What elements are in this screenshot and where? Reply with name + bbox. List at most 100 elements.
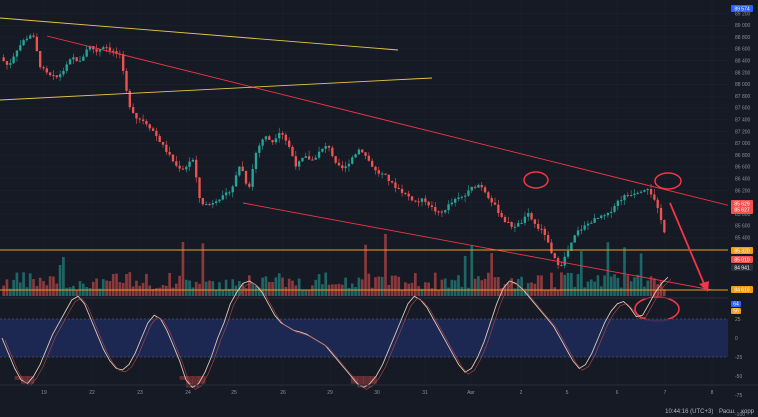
date-label: 2 (520, 390, 523, 396)
candle-body (297, 161, 301, 167)
oversold-fill-slice (179, 376, 187, 380)
highlight-ellipse-oscillator[interactable] (634, 296, 680, 322)
price-label: 88 600 (735, 47, 751, 53)
candle-body (88, 46, 92, 50)
price-label: 86 400 (735, 177, 751, 183)
svg-text:84 941: 84 941 (734, 266, 750, 272)
volume-bar (294, 285, 298, 296)
descending-trendline-upper[interactable] (46, 35, 736, 208)
volume-bar (400, 289, 404, 296)
candle-body (613, 206, 616, 212)
candle-body (12, 56, 15, 64)
arrow-head-icon (699, 281, 709, 292)
volume-bar (85, 287, 88, 296)
volume-bar (62, 256, 65, 296)
candle-body (483, 187, 487, 193)
price-tag-level-2: 85 010 (731, 256, 753, 264)
candle-body (380, 173, 384, 175)
candle-body (151, 128, 155, 131)
log-scale-toggle[interactable]: корр (741, 409, 754, 415)
candle-body (25, 38, 29, 41)
volume-bar (414, 272, 417, 296)
candle-body (633, 193, 636, 196)
candle-body (347, 163, 351, 167)
volume-bar (616, 278, 620, 296)
candle-body (387, 174, 390, 182)
date-label: 7 (664, 390, 667, 396)
price-tag-bottom: 84 616 (731, 286, 753, 294)
descending-trendline-lower[interactable] (242, 202, 713, 291)
candle-body (546, 234, 550, 243)
candle-body (417, 201, 420, 203)
volume-bar (45, 285, 49, 296)
candle-body (507, 221, 510, 223)
volume-bar (25, 287, 29, 296)
volume-bar (128, 272, 132, 296)
candle-body (649, 189, 653, 195)
candle-body (327, 146, 331, 148)
highlight-ellipse-first-touch[interactable] (523, 171, 549, 189)
candle-body (268, 136, 271, 140)
candle-body (636, 192, 639, 194)
volume-bar (609, 276, 613, 296)
volume-bar (18, 282, 22, 296)
candle-body (15, 50, 19, 57)
yellow-trendline-lower[interactable] (0, 77, 433, 101)
volume-bar (28, 273, 32, 296)
oscillator-tag-2: 56 (731, 308, 741, 315)
candle-body (278, 133, 281, 139)
oversold-fill-slice (363, 376, 371, 388)
candle-body (341, 165, 344, 169)
volume-bar (453, 280, 457, 296)
candle-body (437, 211, 440, 213)
volume-bar (35, 285, 39, 296)
volume-bar (586, 281, 590, 296)
candle-body (115, 51, 118, 54)
volume-bar (78, 281, 82, 296)
volume-bar (224, 279, 228, 296)
candle-body (520, 222, 523, 224)
candle-body (22, 40, 25, 46)
candle-body (371, 160, 374, 167)
candle-body (590, 222, 593, 224)
volume-bar (301, 289, 304, 296)
candle-body (354, 154, 357, 158)
candle-body (9, 63, 12, 65)
candle-body (78, 60, 82, 62)
volume-bar (663, 289, 666, 296)
date-label: 8 (711, 390, 714, 396)
volume-bar (22, 272, 25, 296)
volume-bar (430, 288, 434, 296)
volume-bar (450, 279, 454, 296)
volume-bar (264, 276, 268, 296)
date-axis-labels[interactable]: 19 22 23 24 25 26 29 30 31 Авг 2 5 6 7 8 (41, 390, 713, 396)
candle-body (390, 181, 394, 183)
target-arrow[interactable] (669, 202, 709, 292)
oversold-fill-slice (192, 376, 200, 388)
volume-bar (271, 282, 274, 296)
volume-bar (184, 279, 188, 296)
date-label: 31 (422, 390, 428, 396)
date-label: 29 (327, 390, 333, 396)
candle-body (490, 198, 493, 203)
candle-body (351, 157, 354, 164)
yellow-trendline-upper[interactable] (0, 17, 399, 51)
price-tag-volume: 84 941 (731, 264, 753, 272)
volume-bar (58, 265, 62, 296)
candle-body (52, 75, 55, 77)
candle-body (102, 47, 105, 50)
candle-body (228, 192, 231, 194)
candle-body (460, 196, 463, 198)
volume-bar (420, 288, 424, 296)
candle-body (82, 56, 85, 61)
candle-body (2, 57, 5, 62)
volume-bar (171, 287, 175, 296)
candle-body (563, 256, 566, 266)
extended-hours-toggle[interactable]: Расш. (719, 409, 736, 415)
candle-body (616, 200, 620, 207)
volume-bar (646, 280, 650, 296)
price-tag-current: 85 629 85 627 (731, 200, 753, 214)
highlight-ellipse-second-touch[interactable] (654, 172, 682, 190)
candle-body (583, 225, 586, 230)
